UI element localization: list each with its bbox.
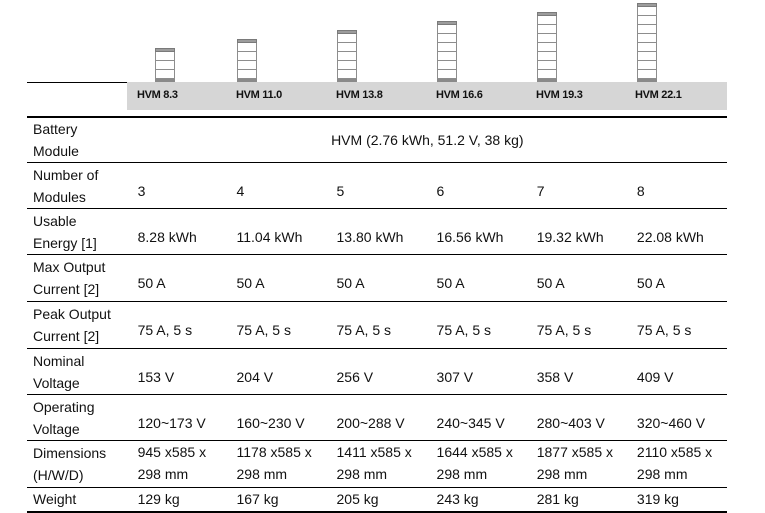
model-name: HVM 19.3: [536, 89, 583, 101]
table-cell: 280~403 V: [526, 394, 627, 441]
model-name: HVM 13.8: [336, 89, 383, 101]
row-label: Weight: [27, 487, 128, 513]
table-cell: 120~173 V: [127, 394, 227, 441]
table-cell: 75 A, 5 s: [127, 301, 227, 349]
row-label: Nominal Voltage: [27, 348, 128, 395]
table-cell: 50 A: [426, 254, 527, 302]
table-cell: 75 A, 5 s: [326, 301, 427, 349]
table-cell: 5: [326, 162, 427, 209]
battery-stack-images: [27, 0, 727, 82]
table-cell: 2110 x585 x 298 mm: [626, 440, 727, 488]
table-cell: 7: [526, 162, 627, 209]
table-cell: 167 kg: [226, 487, 327, 513]
table-cell: 204 V: [226, 348, 327, 395]
table-cell: 319 kg: [626, 487, 727, 513]
table-cell: 50 A: [226, 254, 327, 302]
table-cell: 75 A, 5 s: [526, 301, 627, 349]
table-cell: 11.04 kWh: [226, 208, 327, 255]
battery-module-value: HVM (2.76 kWh, 51.2 V, 38 kg): [127, 116, 727, 163]
table-cell: 22.08 kWh: [626, 208, 727, 255]
table-cell: 13.80 kWh: [326, 208, 427, 255]
table-row: Battery Module HVM (2.76 kWh, 51.2 V, 38 …: [27, 116, 727, 163]
row-label: Peak Output Current [2]: [27, 301, 128, 349]
table-row: Number of Modules 3 4 5 6 7 8: [27, 162, 727, 209]
spec-table: Battery Module HVM (2.76 kWh, 51.2 V, 38 …: [27, 116, 727, 513]
table-cell: 1178 x585 x 298 mm: [226, 440, 327, 488]
model-name: HVM 16.6: [436, 89, 483, 101]
model-header: HVM 8.3 HVM 11.0 HVM 13.8 HVM 16.6 HVM 1…: [27, 82, 727, 110]
table-cell: 19.32 kWh: [526, 208, 627, 255]
table-cell: 1877 x585 x 298 mm: [526, 440, 627, 488]
row-label: Usable Energy [1]: [27, 208, 128, 255]
table-cell: 160~230 V: [226, 394, 327, 441]
row-label: Battery Module: [27, 116, 128, 163]
battery-stack-icon: [155, 48, 175, 82]
table-cell: 320~460 V: [626, 394, 727, 441]
table-cell: 129 kg: [127, 487, 227, 513]
table-row: Usable Energy [1] 8.28 kWh 11.04 kWh 13.8…: [27, 208, 727, 255]
table-cell: 16.56 kWh: [426, 208, 527, 255]
battery-stack-icon: [437, 21, 457, 82]
table-cell: 945 x585 x 298 mm: [127, 440, 227, 488]
table-cell: 243 kg: [426, 487, 527, 513]
table-cell: 256 V: [326, 348, 427, 395]
table-cell: 358 V: [526, 348, 627, 395]
table-cell: 50 A: [127, 254, 227, 302]
battery-stack-icon: [337, 30, 357, 82]
table-row: Dimensions (H/W/D) 945 x585 x 298 mm 1178 …: [27, 440, 727, 488]
table-cell: 50 A: [326, 254, 427, 302]
battery-stack-icon: [537, 12, 557, 82]
row-label: Number of Modules: [27, 162, 128, 209]
table-cell: 75 A, 5 s: [426, 301, 527, 349]
table-cell: 307 V: [426, 348, 527, 395]
table-cell: 1644 x585 x 298 mm: [426, 440, 527, 488]
table-cell: 50 A: [626, 254, 727, 302]
table-cell: 200~288 V: [326, 394, 427, 441]
table-cell: 1411 x585 x 298 mm: [326, 440, 427, 488]
table-row: Operating Voltage 120~173 V 160~230 V 200…: [27, 394, 727, 441]
model-name: HVM 8.3: [137, 89, 178, 101]
table-cell: 153 V: [127, 348, 227, 395]
table-row: Peak Output Current [2] 75 A, 5 s 75 A, 5…: [27, 301, 727, 349]
row-label: Dimensions (H/W/D): [27, 440, 128, 488]
row-label: Max Output Current [2]: [27, 254, 128, 302]
table-cell: 4: [226, 162, 327, 209]
table-cell: 8: [626, 162, 727, 209]
table-cell: 50 A: [526, 254, 627, 302]
table-cell: 205 kg: [326, 487, 427, 513]
model-name: HVM 22.1: [635, 89, 682, 101]
table-cell: 6: [426, 162, 527, 209]
table-row: Nominal Voltage 153 V 204 V 256 V 307 V 3…: [27, 348, 727, 395]
battery-stack-icon: [237, 39, 257, 82]
table-cell: 240~345 V: [426, 394, 527, 441]
table-cell: 409 V: [626, 348, 727, 395]
model-name: HVM 11.0: [236, 89, 282, 101]
battery-stack-icon: [637, 3, 657, 82]
table-row: Weight 129 kg 167 kg 205 kg 243 kg 281 k…: [27, 487, 727, 513]
table-cell: 75 A, 5 s: [226, 301, 327, 349]
table-cell: 281 kg: [526, 487, 627, 513]
table-cell: 8.28 kWh: [127, 208, 227, 255]
table-row: Max Output Current [2] 50 A 50 A 50 A 50 …: [27, 254, 727, 302]
table-cell: 3: [127, 162, 227, 209]
row-label: Operating Voltage: [27, 394, 128, 441]
table-cell: 75 A, 5 s: [626, 301, 727, 349]
